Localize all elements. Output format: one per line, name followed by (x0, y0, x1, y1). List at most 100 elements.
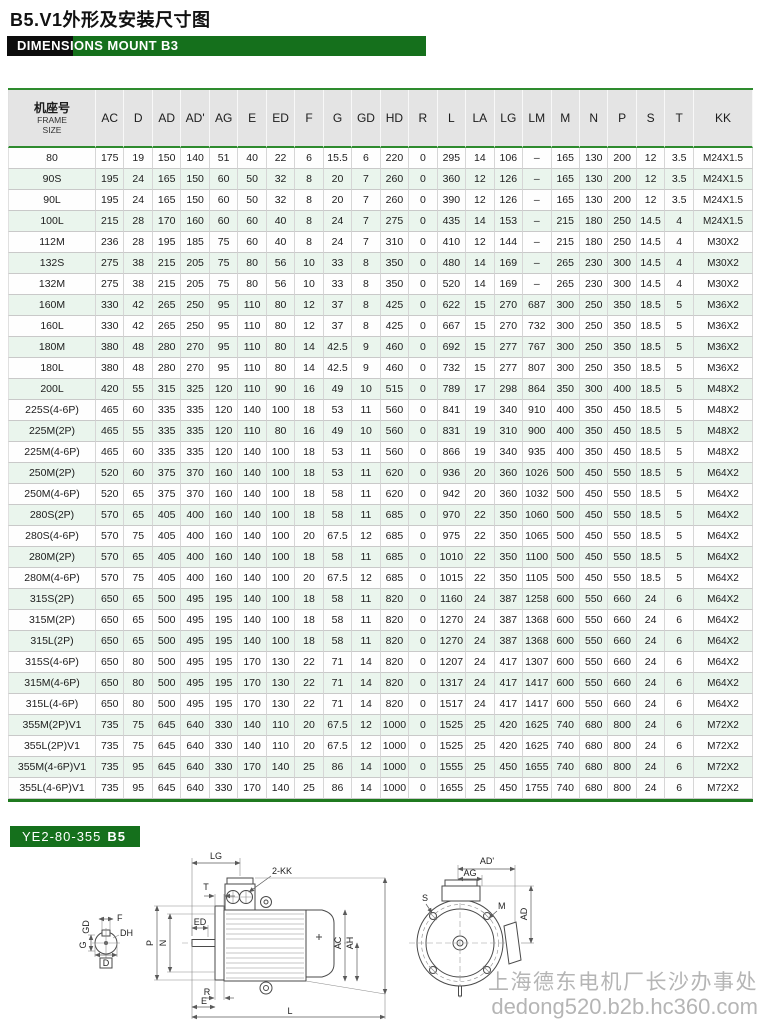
dimension-cell: 15 (466, 316, 495, 337)
dimension-cell: 660 (608, 631, 637, 652)
dimension-cell: 820 (380, 694, 410, 715)
dimension-cell: 360 (494, 484, 524, 505)
dimension-cell: 685 (380, 505, 410, 526)
dimension-cell: 58 (323, 547, 353, 568)
kk-cell: M64X2 (694, 631, 753, 652)
dimension-cell: 315 (152, 379, 182, 400)
dimension-cell: 600 (551, 673, 580, 694)
dimension-cell: 560 (380, 400, 410, 421)
dimension-cell: 6 (665, 694, 694, 715)
dimension-cell: 500 (551, 505, 580, 526)
dimension-cell: 1258 (523, 589, 552, 610)
dimension-cell: 58 (323, 589, 353, 610)
dimension-cell: 298 (494, 379, 524, 400)
dimension-cell: 67.5 (323, 736, 353, 757)
dimension-cell: 1000 (380, 715, 410, 736)
dimension-cell: 160 (209, 547, 239, 568)
dimension-cell: 335 (181, 400, 210, 421)
dimension-cell: 24 (636, 589, 666, 610)
dimension-cell: 24 (636, 715, 666, 736)
dimension-cell: 660 (608, 610, 637, 631)
dimension-cell: 19 (466, 442, 495, 463)
frame-size-cell: 315M(2P) (8, 610, 96, 631)
dimension-cell: 0 (409, 316, 438, 337)
dimension-cell: 640 (181, 778, 210, 799)
dimension-cell: 6 (665, 778, 694, 799)
dimension-cell: 735 (96, 757, 125, 778)
dimension-cell: 8 (352, 253, 381, 274)
dimension-cell: 500 (551, 463, 580, 484)
dimension-cell: 140 (238, 484, 267, 505)
kk-cell: M64X2 (694, 547, 753, 568)
dimension-cell: 86 (323, 778, 353, 799)
dimension-cell: 160 (181, 211, 210, 232)
dim-label-ed: ED (194, 917, 207, 927)
dimension-cell: 0 (409, 295, 438, 316)
dimension-cell: 140 (238, 568, 267, 589)
dimension-cell: 195 (96, 190, 125, 211)
column-header: P (608, 90, 637, 148)
dimension-cell: 38 (124, 253, 153, 274)
dimension-cell: 1270 (437, 631, 467, 652)
dimension-cell: 350 (380, 274, 410, 295)
dimensions-banner: DIMENSIONS MOUNT B3 (7, 36, 426, 56)
dimension-cell: 420 (96, 379, 125, 400)
dimension-cell: 820 (380, 610, 410, 631)
dimension-cell: 550 (608, 463, 637, 484)
dimension-cell: 24 (466, 673, 495, 694)
dimension-cell: 100 (266, 610, 296, 631)
dimension-cell: 600 (551, 631, 580, 652)
dimension-cell: 14 (352, 694, 381, 715)
dimension-cell: 12 (295, 295, 324, 316)
dimension-cell: 65 (124, 484, 153, 505)
dimension-cell: 645 (152, 715, 182, 736)
dimension-cell: – (523, 148, 552, 169)
dimension-cell: 735 (96, 736, 125, 757)
dimensions-table: 机座号 FRAME SIZE AC D AD AD' AG E ED F G GD HD R L LA LG… (8, 90, 753, 799)
table-row: 280S(2P) 570 65 405 400 160 140 100 18 58 11 685 0 97… (8, 505, 753, 526)
dimension-cell: 55 (124, 379, 153, 400)
dimension-cell: 500 (152, 694, 182, 715)
dimension-cell: 800 (608, 778, 637, 799)
dimension-cell: 22 (466, 547, 495, 568)
dim-label-d: D (103, 958, 110, 968)
dimension-cell: 14 (295, 337, 324, 358)
dimension-cell: 22 (466, 526, 495, 547)
dimension-cell: 450 (608, 421, 637, 442)
dimension-cell: 820 (380, 589, 410, 610)
dimension-cell: 236 (96, 232, 125, 253)
dimension-cell: 5 (665, 358, 694, 379)
dimension-cell: 735 (96, 778, 125, 799)
dimension-cell: 570 (96, 505, 125, 526)
kk-cell: M72X2 (694, 715, 753, 736)
dimension-cell: 160 (209, 526, 239, 547)
dimension-cell: 645 (152, 778, 182, 799)
dimension-cell: 3.5 (665, 148, 694, 169)
dimension-cell: 67.5 (323, 526, 353, 547)
dimension-cell: 330 (209, 778, 239, 799)
column-header: LA (466, 90, 495, 148)
dim-label-dh: DH (120, 928, 133, 938)
dimension-cell: 420 (494, 736, 524, 757)
dimension-cell: 8 (295, 169, 324, 190)
dimension-cell: 0 (409, 694, 438, 715)
dimension-cell: 42.5 (323, 358, 353, 379)
dimension-cell: 24 (466, 589, 495, 610)
dimension-cell: 4 (665, 232, 694, 253)
kk-cell: M72X2 (694, 736, 753, 757)
dimension-cell: 49 (323, 421, 353, 442)
dimension-cell: 650 (96, 589, 125, 610)
dimension-cell: 60 (209, 211, 239, 232)
dimension-cell: 0 (409, 274, 438, 295)
dimension-cell: 100 (266, 547, 296, 568)
dimension-cell: 18.5 (636, 505, 666, 526)
dimension-cell: 14.5 (636, 274, 666, 295)
dimension-cell: 660 (608, 652, 637, 673)
dimension-cell: 640 (181, 736, 210, 757)
dimension-cell: 910 (523, 400, 552, 421)
dimension-cell: 425 (380, 295, 410, 316)
dimension-cell: 820 (380, 673, 410, 694)
dimension-cell: 1026 (523, 463, 552, 484)
dimension-cell: 550 (579, 673, 609, 694)
banner-black-overlay (7, 36, 73, 56)
